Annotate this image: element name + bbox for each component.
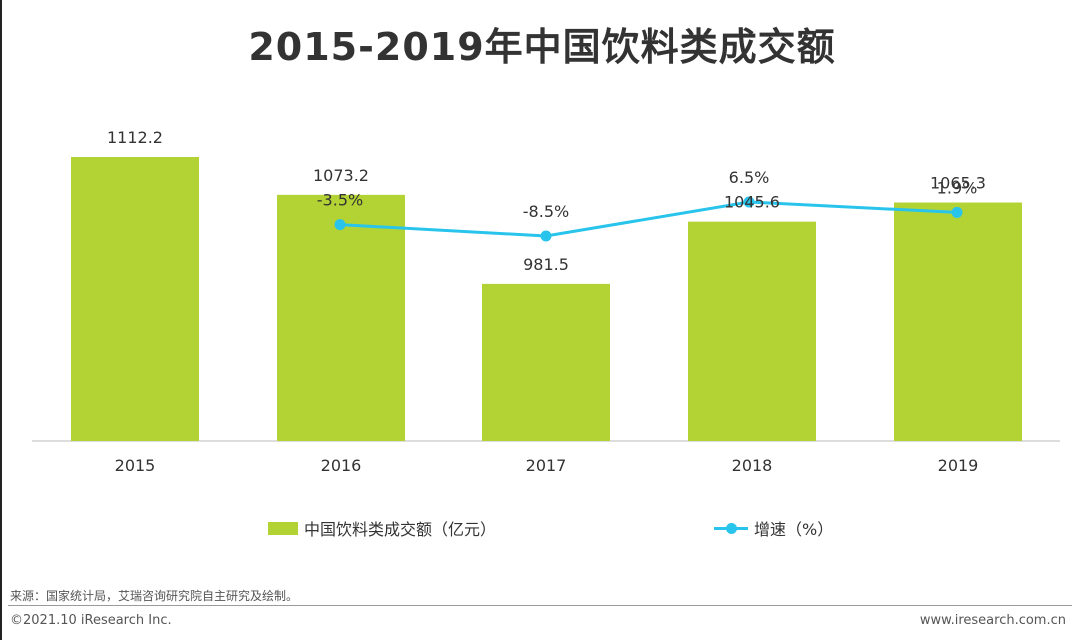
footer-divider	[8, 605, 1072, 606]
legend-line-swatch	[714, 521, 748, 535]
bar-2019	[894, 202, 1022, 441]
bar-2015	[71, 157, 199, 441]
chart-plot: 1112.2 2015 1073.2 2016 981.5 2017 1045.6 2018 1…	[32, 128, 1060, 475]
bar-label-2015: 1112.2	[107, 128, 163, 147]
growth-point-2019	[951, 206, 963, 218]
source-note: 来源：国家统计局，艾瑞咨询研究院自主研究及绘制。	[10, 589, 299, 603]
legend: 中国饮料类成交额（亿元） 增速（%）	[2, 516, 1080, 546]
legend-item-bar: 中国饮料类成交额（亿元）	[268, 516, 496, 540]
bar-2016	[277, 194, 405, 441]
legend-line-label: 增速（%）	[754, 520, 834, 539]
bar-2017	[482, 283, 610, 441]
growth-point-2018	[743, 196, 755, 208]
legend-item-line: 增速（%）	[714, 516, 833, 540]
x-tick-2017: 2017	[526, 456, 567, 475]
bar-label-2017: 981.5	[523, 255, 569, 274]
growth-label-2017: -8.5%	[523, 202, 569, 221]
growth-label-2018: 6.5%	[729, 168, 770, 187]
bar-label-2016: 1073.2	[313, 166, 369, 185]
website-text: www.iresearch.com.cn	[919, 613, 1066, 628]
copyright-text: ©2021.10 iResearch Inc.	[10, 613, 172, 628]
growth-line	[339, 200, 958, 238]
growth-point-2016	[334, 219, 346, 231]
x-tick-2019: 2019	[938, 456, 979, 475]
legend-bar-label: 中国饮料类成交额（亿元）	[304, 520, 497, 539]
legend-bar-swatch	[268, 521, 298, 535]
x-tick-2016: 2016	[321, 456, 362, 475]
growth-point-2017	[540, 230, 552, 242]
x-tick-2018: 2018	[732, 456, 773, 475]
bar-2018	[688, 221, 816, 441]
chart-title: 2015-2019年中国饮料类成交额	[248, 25, 836, 69]
growth-label-2019: 1.9%	[937, 178, 978, 197]
x-tick-2015: 2015	[115, 456, 156, 475]
bar-label-2018: 1045.6	[724, 193, 780, 212]
growth-label-2016: -3.5%	[317, 191, 363, 210]
bar-label-2019: 1065.3	[930, 174, 986, 193]
